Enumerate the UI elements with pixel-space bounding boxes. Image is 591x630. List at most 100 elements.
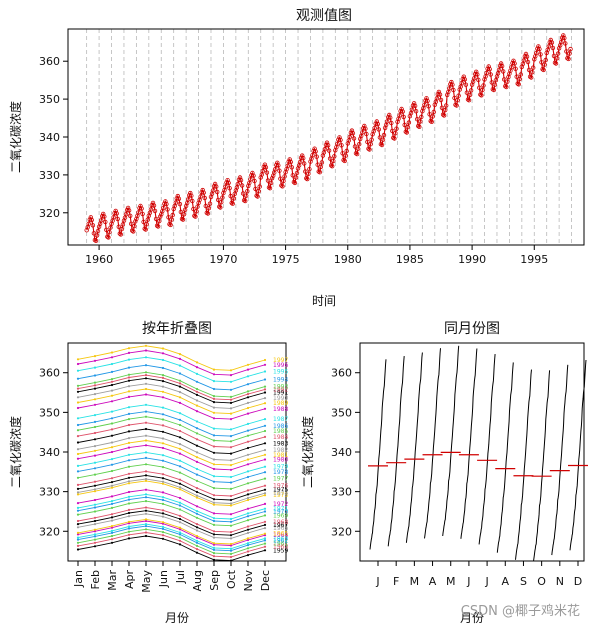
observed-point: [149, 202, 155, 208]
observed-point: [239, 183, 245, 188]
season-point: [127, 530, 131, 533]
observed-point: [237, 175, 243, 180]
season-point: [144, 528, 148, 531]
season-point: [161, 430, 165, 433]
observed-point: [354, 151, 360, 157]
season-year-label: 1994: [273, 377, 288, 384]
observed-point: [192, 213, 197, 218]
season-point: [263, 520, 267, 523]
observed-point: [406, 120, 412, 125]
y-tick-label: 340: [39, 131, 60, 144]
observed-point: [510, 60, 515, 66]
season-point: [246, 412, 250, 415]
season-point: [229, 374, 233, 377]
season-point: [161, 385, 165, 388]
season-point: [263, 402, 267, 405]
season-point: [110, 481, 114, 484]
season-point: [76, 441, 80, 444]
season-point: [263, 418, 267, 421]
observed-point: [292, 180, 298, 186]
x-tick-label: A: [429, 575, 437, 588]
season-point: [93, 398, 97, 401]
x-tick-label: N: [556, 575, 564, 588]
observed-series: [84, 33, 573, 243]
season-point: [212, 552, 216, 555]
season-year-label: 1969: [273, 512, 288, 519]
season-point: [178, 391, 182, 394]
season-point: [144, 496, 148, 499]
season-point: [195, 404, 199, 407]
observed-point: [487, 66, 492, 72]
observed-point: [380, 137, 386, 142]
observed-point: [538, 52, 543, 57]
season-point: [110, 351, 114, 354]
observed-point: [343, 153, 348, 158]
y-tick-label: 340: [39, 446, 60, 459]
x-tick-label: 1960: [85, 253, 113, 266]
season-point: [127, 482, 131, 485]
observed-x-axis: 1960 1965 1970 1975 1980 1985 1990 1995: [85, 245, 548, 266]
season-point: [195, 467, 199, 471]
season-year-line: [77, 523, 266, 550]
season-point: [161, 454, 165, 457]
season-year-line: [77, 463, 266, 490]
observed-point: [212, 181, 218, 187]
season-point: [110, 446, 114, 449]
observed-point: [542, 62, 547, 67]
y-tick-label: 320: [39, 207, 60, 220]
observed-point: [215, 197, 221, 203]
observed-point: [517, 76, 522, 82]
observed-point: [250, 170, 255, 176]
observed-point: [522, 54, 528, 59]
observed-point: [194, 209, 199, 214]
observed-point: [499, 63, 505, 69]
observed-point: [392, 136, 397, 141]
season-point: [93, 454, 97, 457]
observed-point: [117, 231, 122, 236]
season-point: [110, 477, 114, 480]
season-point: [212, 411, 216, 414]
season-point: [178, 528, 182, 531]
season-point: [76, 406, 80, 410]
observed-point: [178, 209, 184, 215]
season-point: [161, 534, 165, 537]
observed-point: [164, 201, 169, 207]
season-x-label: 月份: [165, 611, 189, 625]
observed-point: [91, 231, 97, 236]
season-year-line: [77, 345, 266, 371]
observed-point: [289, 165, 294, 170]
season-point: [263, 424, 267, 427]
observed-point: [405, 124, 411, 130]
observed-point: [133, 219, 138, 224]
season-point: [161, 496, 165, 499]
observed-point: [425, 98, 430, 104]
season-point: [76, 448, 80, 451]
observed-point: [460, 76, 465, 82]
season-point: [161, 352, 165, 355]
season-point: [110, 378, 114, 381]
season-point: [93, 467, 97, 470]
observed-point: [324, 140, 330, 145]
observed-point: [549, 40, 555, 45]
season-point: [178, 471, 182, 474]
season-point: [246, 463, 250, 466]
season-point: [161, 347, 165, 350]
observed-point: [344, 148, 349, 154]
season-point: [161, 374, 165, 377]
season-point: [93, 503, 97, 506]
season-point: [212, 487, 216, 490]
season-point: [212, 558, 216, 561]
x-tick-label: 1995: [520, 253, 548, 266]
season-point: [195, 496, 199, 499]
season-point: [144, 444, 148, 447]
season-point: [110, 362, 114, 366]
season-point: [212, 548, 216, 552]
season-point: [212, 546, 216, 550]
observed-point: [352, 144, 358, 149]
season-point: [76, 401, 80, 404]
observed-point: [379, 142, 385, 148]
season-point: [246, 393, 250, 396]
season-year-label: 1981: [273, 452, 288, 459]
observed-point: [529, 75, 534, 80]
observed-point: [467, 92, 473, 98]
